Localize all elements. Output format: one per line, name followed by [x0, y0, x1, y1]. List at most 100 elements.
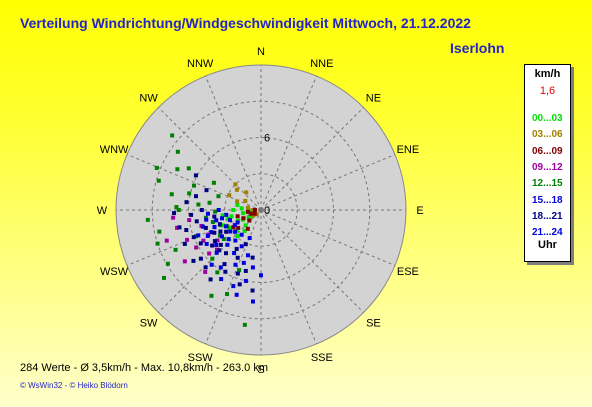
- data-point: [187, 191, 192, 196]
- grid-spoke: [205, 209, 262, 345]
- data-point: [241, 211, 246, 216]
- data-point: [207, 200, 212, 205]
- chart-title: Verteilung Windrichtung/Windgeschwindigk…: [20, 15, 471, 31]
- legend-unit: km/h: [534, 68, 561, 80]
- grid-spoke: [260, 75, 317, 211]
- data-point: [198, 256, 203, 261]
- data-point: [218, 229, 223, 234]
- grid-spoke: [205, 75, 262, 211]
- data-point: [233, 262, 238, 267]
- data-point: [225, 292, 230, 297]
- grid-spoke: [260, 209, 364, 313]
- data-point: [241, 216, 246, 221]
- ring-label: 6: [264, 133, 270, 145]
- data-point: [212, 214, 217, 219]
- data-point: [227, 226, 232, 231]
- data-point: [194, 219, 199, 224]
- data-point: [184, 228, 189, 233]
- data-point: [236, 225, 241, 230]
- data-point: [214, 218, 219, 223]
- data-point: [243, 242, 248, 247]
- data-point: [224, 251, 229, 256]
- direction-label: E: [416, 205, 423, 217]
- direction-label: ENE: [397, 144, 420, 156]
- data-point: [218, 265, 223, 270]
- data-point: [213, 209, 218, 214]
- data-point: [203, 269, 208, 274]
- data-point: [189, 212, 194, 217]
- data-point: [231, 284, 236, 289]
- data-point: [191, 258, 196, 263]
- legend-calm-value: 1,6: [539, 85, 556, 97]
- data-point: [246, 215, 251, 220]
- data-point: [215, 270, 220, 275]
- data-point: [235, 220, 240, 225]
- data-point: [209, 230, 214, 235]
- data-point: [196, 233, 201, 238]
- data-point: [204, 217, 209, 222]
- data-point: [198, 241, 203, 246]
- data-point: [250, 265, 255, 270]
- data-point: [244, 190, 249, 195]
- data-point: [214, 242, 219, 247]
- grid-spoke: [260, 154, 396, 211]
- data-point: [176, 208, 181, 212]
- data-point: [227, 193, 232, 198]
- data-point: [239, 206, 244, 211]
- data-point: [196, 202, 201, 207]
- data-point: [232, 223, 237, 228]
- direction-label: NNE: [310, 58, 333, 70]
- data-point: [212, 239, 217, 244]
- data-point: [243, 268, 248, 273]
- data-point: [233, 229, 238, 234]
- legend-band: 21...24: [532, 227, 563, 239]
- legend-band: 06...09: [532, 145, 563, 157]
- data-point: [212, 230, 217, 235]
- data-point: [165, 261, 170, 266]
- data-point: [228, 229, 233, 234]
- data-point: [209, 262, 214, 267]
- data-point: [248, 211, 253, 216]
- data-point: [235, 199, 240, 204]
- data-point: [145, 217, 150, 222]
- data-point: [186, 166, 191, 171]
- data-point: [217, 222, 222, 227]
- data-point: [211, 180, 216, 185]
- data-point: [175, 149, 180, 154]
- data-point: [203, 225, 208, 230]
- data-point: [234, 292, 239, 297]
- direction-label: NNW: [187, 58, 214, 70]
- data-point: [231, 208, 236, 212]
- data-point: [252, 211, 257, 216]
- data-point: [246, 253, 251, 258]
- data-point: [185, 237, 190, 242]
- data-point: [218, 242, 223, 247]
- data-point: [222, 262, 227, 267]
- data-point: [254, 212, 259, 217]
- data-point: [209, 293, 214, 298]
- direction-label: S: [257, 364, 264, 376]
- data-point: [225, 242, 230, 247]
- data-point: [242, 228, 247, 233]
- data-point: [259, 273, 263, 278]
- data-point: [250, 208, 255, 212]
- data-point: [243, 223, 248, 228]
- data-point: [242, 322, 247, 327]
- data-point: [234, 246, 239, 251]
- data-point: [227, 218, 232, 223]
- legend-band: 00...03: [532, 113, 563, 124]
- data-point: [216, 194, 221, 199]
- data-point: [221, 237, 226, 242]
- data-point: [220, 213, 225, 218]
- legend-band: 15...18: [532, 194, 563, 206]
- data-point: [245, 226, 250, 231]
- data-point: [245, 209, 250, 214]
- data-point: [161, 275, 166, 280]
- data-point: [234, 187, 239, 192]
- data-point: [194, 245, 199, 250]
- data-point: [239, 232, 244, 237]
- station-location: Iserlohn: [450, 40, 505, 56]
- data-point: [203, 265, 208, 270]
- data-point: [174, 205, 179, 210]
